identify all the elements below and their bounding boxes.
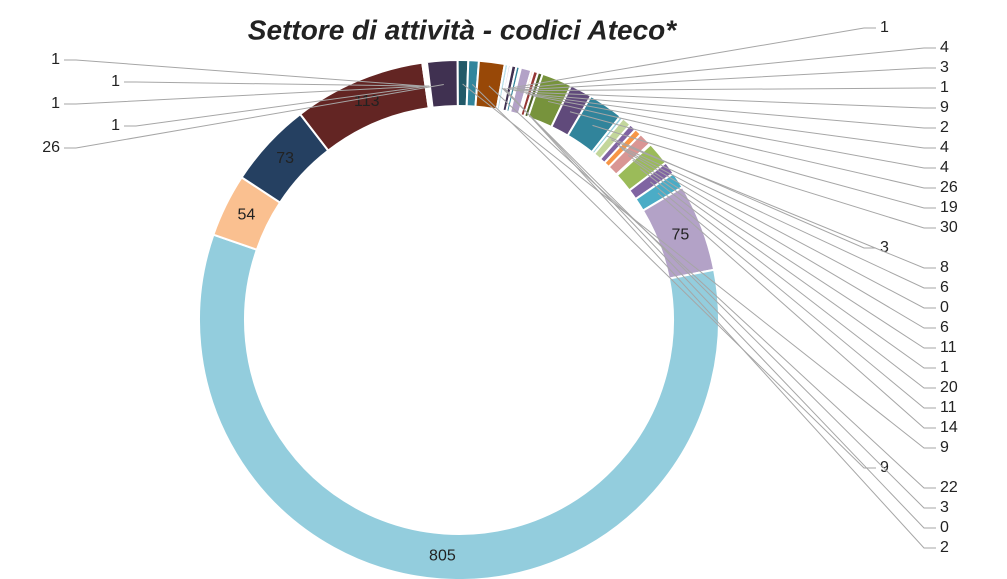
data-label: 11	[940, 399, 957, 416]
leader-line	[528, 94, 936, 149]
leader-line	[547, 100, 936, 189]
leader-line	[64, 85, 429, 105]
data-label: 0	[940, 299, 949, 316]
data-label: 26	[42, 139, 60, 156]
data-label: 1	[940, 359, 949, 376]
data-label: 30	[940, 219, 958, 236]
data-label: 2	[940, 119, 949, 136]
data-label: 0	[940, 519, 949, 536]
data-label: 1	[51, 51, 60, 68]
data-label: 1	[880, 19, 889, 36]
leader-line	[532, 95, 936, 169]
data-label: 6	[940, 279, 949, 296]
data-label: 1	[111, 73, 120, 90]
data-label: 4	[940, 39, 949, 56]
leader-line	[504, 88, 936, 549]
leader-line	[657, 192, 936, 429]
leader-line	[64, 59, 427, 87]
labels: 1431924426193038606111201114758055473113…	[42, 19, 958, 564]
leader-line	[592, 124, 936, 229]
data-label: 1	[940, 79, 949, 96]
leader-line	[627, 155, 936, 349]
leader-line	[525, 93, 936, 129]
data-label: 3	[880, 239, 889, 256]
data-label: 20	[940, 379, 958, 396]
data-label: 4	[940, 159, 949, 176]
data-label: 9	[880, 459, 889, 476]
segment	[425, 58, 459, 109]
leader-line	[621, 148, 936, 329]
segments	[198, 58, 720, 579]
leader-line	[639, 168, 936, 389]
data-label: 3	[940, 499, 949, 516]
leader-line	[64, 83, 444, 149]
leader-line	[619, 146, 936, 309]
data-label: 54	[237, 207, 255, 224]
leader-line	[488, 85, 936, 489]
data-label: 1	[111, 117, 120, 134]
data-label: 2	[940, 539, 949, 556]
leader-line	[632, 159, 936, 369]
leader-line	[124, 85, 430, 127]
leader-line	[124, 81, 428, 87]
chart-title: Settore di attività - codici Ateco*	[248, 14, 677, 45]
leader-line	[462, 83, 936, 449]
data-label: 26	[940, 179, 958, 196]
leader-line	[508, 47, 936, 90]
leader-line	[520, 91, 936, 109]
leader-line	[569, 111, 936, 209]
leader-line	[471, 84, 876, 469]
data-label: 75	[671, 227, 689, 244]
leader-line	[501, 87, 936, 509]
data-label: 11	[940, 339, 957, 356]
leader-line	[611, 139, 936, 269]
leader-line	[503, 87, 936, 529]
leader-line	[506, 27, 876, 90]
leader-line	[616, 144, 936, 289]
segment	[198, 233, 720, 579]
data-label: 9	[940, 99, 949, 116]
data-label: 4	[940, 139, 949, 156]
data-label: 73	[276, 150, 294, 167]
data-label: 19	[940, 199, 958, 216]
data-label: 805	[429, 548, 456, 565]
data-label: 14	[940, 419, 958, 436]
data-label: 6	[940, 319, 949, 336]
leader-line	[650, 181, 936, 409]
data-label: 22	[940, 479, 958, 496]
data-label: 8	[940, 259, 949, 276]
data-label: 3	[940, 59, 949, 76]
data-label: 9	[940, 439, 949, 456]
leader-line	[512, 67, 936, 91]
leader-line	[514, 87, 936, 92]
data-label: 1	[51, 95, 60, 112]
